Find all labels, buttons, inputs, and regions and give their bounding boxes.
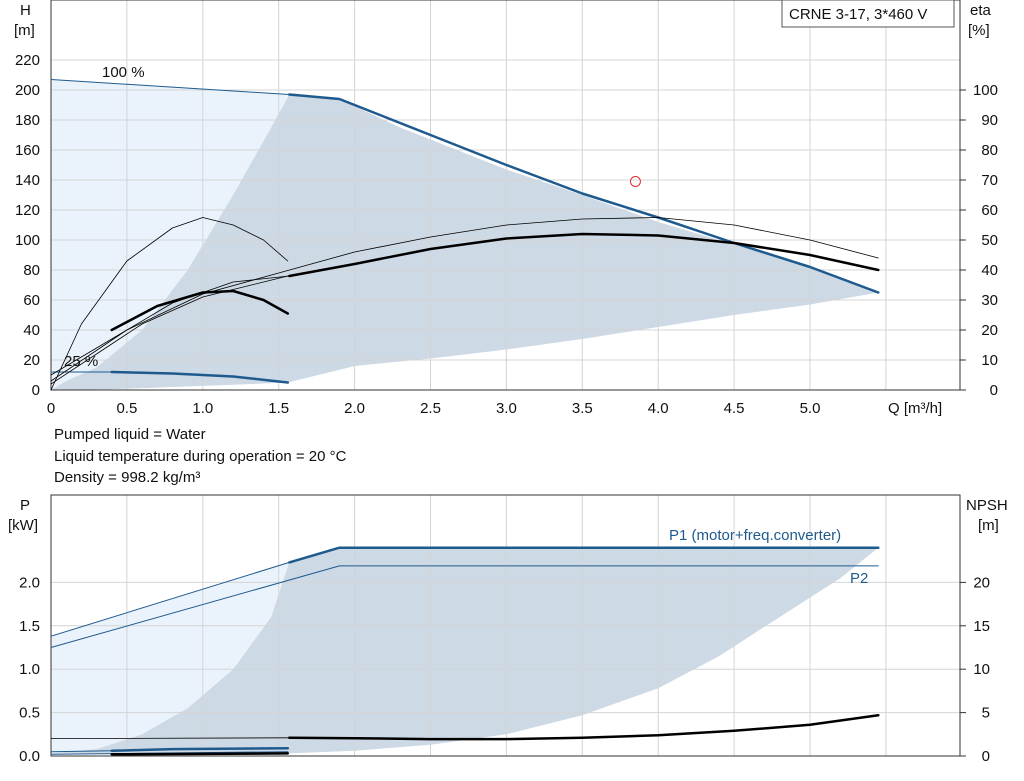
curve-label-100: 100 % (102, 64, 145, 81)
p-tick-label: 0.0 (19, 748, 40, 765)
y-left-tick-label: 60 (23, 292, 40, 309)
series-eta_25 (110, 289, 290, 332)
x-tick-label: 4.5 (724, 400, 745, 417)
series-p2 (50, 565, 879, 648)
title-box-text: CRNE 3-17, 3*460 V (789, 6, 927, 23)
y-right-tick-label: 90 (981, 112, 998, 129)
y-left-tick-label: 120 (15, 202, 40, 219)
x-tick-label: 1.5 (268, 400, 289, 417)
p-tick-label: 1.5 (19, 618, 40, 635)
bottom-left-axis-title: P (20, 497, 30, 514)
series-eta_total (50, 217, 879, 382)
series-eta_mid_thin (50, 275, 289, 385)
x-tick-label: 2.5 (420, 400, 441, 417)
region-dark (51, 547, 879, 754)
note-temperature: Liquid temperature during operation = 20… (54, 448, 347, 465)
bottom-right-axis-unit: [m] (978, 517, 999, 534)
x-tick-label: 1.0 (192, 400, 213, 417)
note-liquid: Pumped liquid = Water (54, 426, 206, 443)
y-right-tick-label: 40 (981, 262, 998, 279)
y-left-tick-label: 220 (15, 52, 40, 69)
operating-conditions: Pumped liquid = Water Liquid temperature… (54, 426, 347, 486)
y-left-tick-label: 200 (15, 82, 40, 99)
y-right-tick-label: 20 (981, 322, 998, 339)
series-npsh (288, 713, 880, 741)
series-head_100 (288, 93, 880, 294)
region-light (51, 562, 290, 754)
y-left-tick-label: 180 (15, 112, 40, 129)
y-left-tick-label: 40 (23, 322, 40, 339)
y-right-tick-label: 30 (981, 292, 998, 309)
x-tick-label: 3.5 (572, 400, 593, 417)
top-left-axis-unit: [m] (14, 22, 35, 39)
x-tick-label: 5.0 (800, 400, 821, 417)
top-plot-frame (50, 0, 961, 391)
y-right-tick-label: 0 (990, 382, 998, 399)
p-tick-label: 2.0 (19, 574, 40, 591)
npsh-tick-label: 20 (973, 574, 990, 591)
x-tick-label: 3.0 (496, 400, 517, 417)
x-tick-label: 0 (47, 400, 55, 417)
title-box (781, 0, 955, 28)
series-head_25 (110, 370, 290, 384)
series-npsh-thin (50, 737, 290, 739)
top-right-axis-title: eta (970, 2, 992, 19)
y-left-tick-label: 160 (15, 142, 40, 159)
y-right-tick-label: 60 (981, 202, 998, 219)
bottom-right-axis-title: NPSH (966, 497, 1008, 514)
npsh-tick-label: 15 (973, 618, 990, 635)
x-tick-label: 4.0 (648, 400, 669, 417)
y-right-tick-label: 70 (981, 172, 998, 189)
series-p-25-thick (110, 746, 290, 753)
series-eta_25_thin (50, 217, 289, 391)
series-p2-25-black (110, 752, 290, 756)
series-eta_100 (288, 232, 880, 278)
x-axis-title: Q [m³/h] (888, 400, 942, 417)
region-light (51, 79, 290, 390)
series-label-p1: P1 (motor+freq.converter) (669, 527, 841, 544)
x-tick-label: 0.5 (116, 400, 137, 417)
npsh-tick-label: 0 (982, 748, 990, 765)
curve-label-25: 25 % (64, 353, 98, 370)
head-efficiency-chart: 0 0.5 1.0 1.5 2.0 2.5 3.0 3.5 4.0 4.5 5.0 0 20 40 60 80… (14, 0, 998, 417)
top-right-axis-unit: [%] (968, 22, 990, 39)
y-left-tick-label: 100 (15, 232, 40, 249)
note-density: Density = 998.2 kg/m³ (54, 469, 200, 486)
series-p-25-thin (50, 750, 113, 753)
y-right-tick-label: 100 (973, 82, 998, 99)
top-left-axis-title: H (20, 2, 31, 19)
p-tick-label: 1.0 (19, 661, 40, 678)
series-p1-motor-freq-converter- (288, 546, 880, 564)
series-head_100_thin (50, 79, 290, 95)
bottom-left-axis-unit: [kW] (8, 517, 38, 534)
y-left-tick-label: 80 (23, 262, 40, 279)
y-left-tick-label: 0 (32, 382, 40, 399)
series-label-p2: P2 (850, 570, 868, 587)
y-right-tick-label: 80 (981, 142, 998, 159)
y-right-tick-label: 10 (981, 352, 998, 369)
region-dark (51, 94, 879, 390)
duty-point-marker (629, 176, 641, 187)
y-left-tick-label: 140 (15, 172, 40, 189)
y-left-tick-label: 20 (23, 352, 40, 369)
y-right-tick-label: 50 (981, 232, 998, 249)
series-p1-thin (50, 561, 290, 637)
npsh-tick-label: 10 (973, 661, 990, 678)
p-tick-label: 0.5 (19, 705, 40, 722)
x-tick-label: 2.0 (344, 400, 365, 417)
npsh-tick-label: 5 (982, 705, 990, 722)
